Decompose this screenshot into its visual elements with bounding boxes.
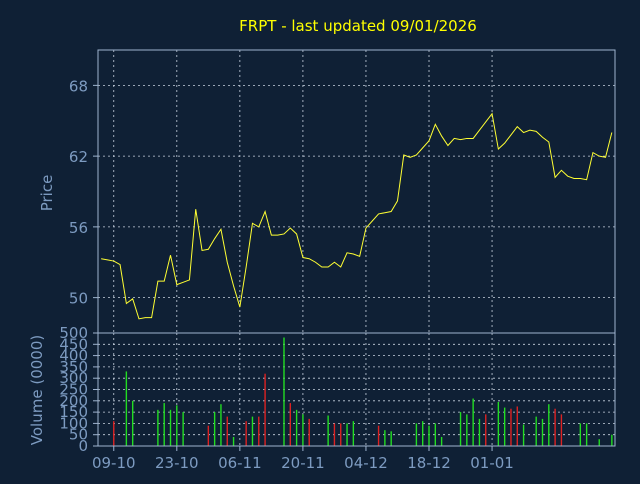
volume-tick-label: 100 [59, 414, 88, 432]
date-tick-label: 06-11 [218, 454, 262, 472]
volume-tick-label: 350 [59, 358, 88, 376]
date-tick-label: 23-10 [155, 454, 199, 472]
volume-tick-label: 50 [69, 426, 88, 444]
volume-tick-label: 450 [59, 335, 88, 353]
volume-tick-label: 150 [59, 403, 88, 421]
volume-tick-label: 500 [59, 324, 88, 342]
price-axis-label: Price [38, 175, 56, 212]
price-tick-label: 56 [69, 219, 88, 237]
price-tick-label: 50 [69, 290, 88, 308]
volume-tick-label: 400 [59, 347, 88, 365]
chart-title: FRPT - last updated 09/01/2026 [239, 17, 477, 35]
volume-tick-label: 0 [78, 437, 88, 455]
volume-tick-label: 250 [59, 381, 88, 399]
volume-axis-label: Volume (0000) [28, 335, 46, 445]
price-line [101, 112, 613, 320]
price-tick-label: 68 [69, 77, 88, 95]
date-tick-label: 04-12 [344, 454, 388, 472]
date-tick-label: 01-01 [470, 454, 514, 472]
date-tick-label: 09-10 [92, 454, 136, 472]
volume-tick-label: 200 [59, 392, 88, 410]
volume-frame [97, 332, 616, 447]
date-tick-label: 20-11 [281, 454, 325, 472]
date-tick-label: 18-12 [407, 454, 451, 472]
price-tick-label: 62 [69, 148, 88, 166]
date-axis: 09-10 23-10 06-11 20-11 04-12 18-12 01-01 [92, 446, 514, 472]
volume-tick-label: 300 [59, 369, 88, 387]
